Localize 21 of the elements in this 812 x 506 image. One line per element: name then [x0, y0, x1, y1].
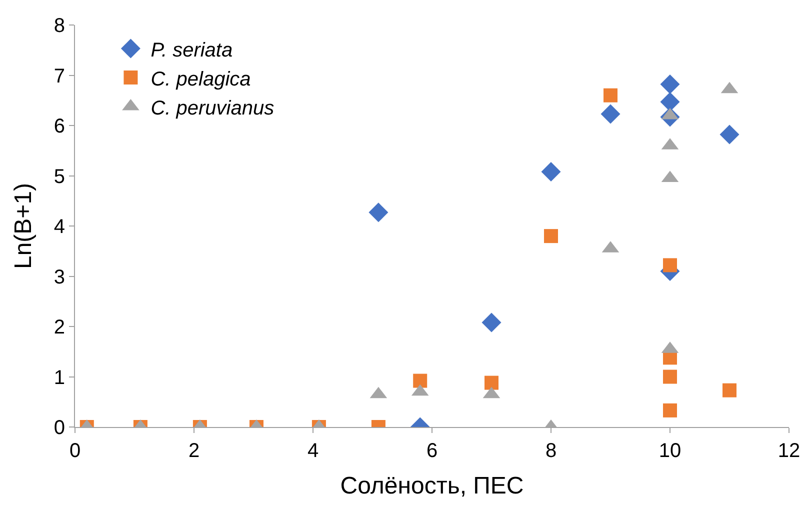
x-tick-label: 10	[658, 440, 682, 462]
legend-label: C. peruvianus	[150, 97, 274, 120]
x-tick-label: 6	[426, 440, 438, 462]
y-tick-label: 3	[54, 266, 65, 288]
y-tick-label: 2	[54, 316, 65, 338]
legend-label: C. pelagica	[150, 68, 251, 90]
y-axis-title: Ln(B+1)	[10, 182, 37, 270]
y-tick-label: 6	[54, 116, 65, 138]
x-tick-label: 4	[307, 440, 319, 462]
x-axis-title: Солёность, ПЕС	[340, 472, 524, 500]
y-tick-label: 7	[54, 65, 65, 88]
y-tick-label: 4	[54, 216, 65, 238]
y-tick-label: 0	[54, 417, 65, 439]
y-tick-label: 8	[54, 15, 65, 37]
legend-label: P. seriata	[150, 39, 233, 62]
x-tick-label: 12	[778, 440, 800, 462]
y-tick-label: 1	[54, 366, 65, 389]
y-tick-label: 5	[54, 166, 65, 188]
x-tick-label: 2	[188, 440, 200, 462]
x-tick-label: 8	[545, 440, 557, 462]
x-tick-label: 0	[69, 440, 81, 462]
